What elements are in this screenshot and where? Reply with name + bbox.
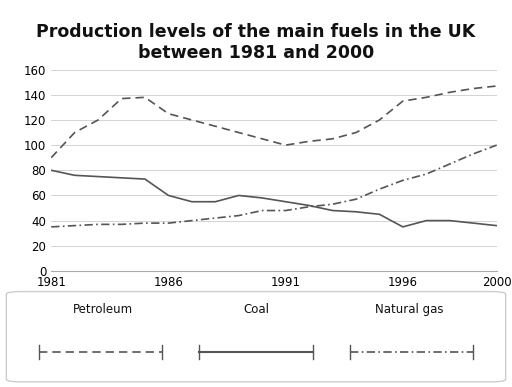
Text: Coal: Coal xyxy=(243,303,269,316)
Text: Production levels of the main fuels in the UK
between 1981 and 2000: Production levels of the main fuels in t… xyxy=(36,23,476,62)
Text: Natural gas: Natural gas xyxy=(375,303,443,316)
Text: Petroleum: Petroleum xyxy=(73,303,133,316)
FancyBboxPatch shape xyxy=(6,291,506,382)
